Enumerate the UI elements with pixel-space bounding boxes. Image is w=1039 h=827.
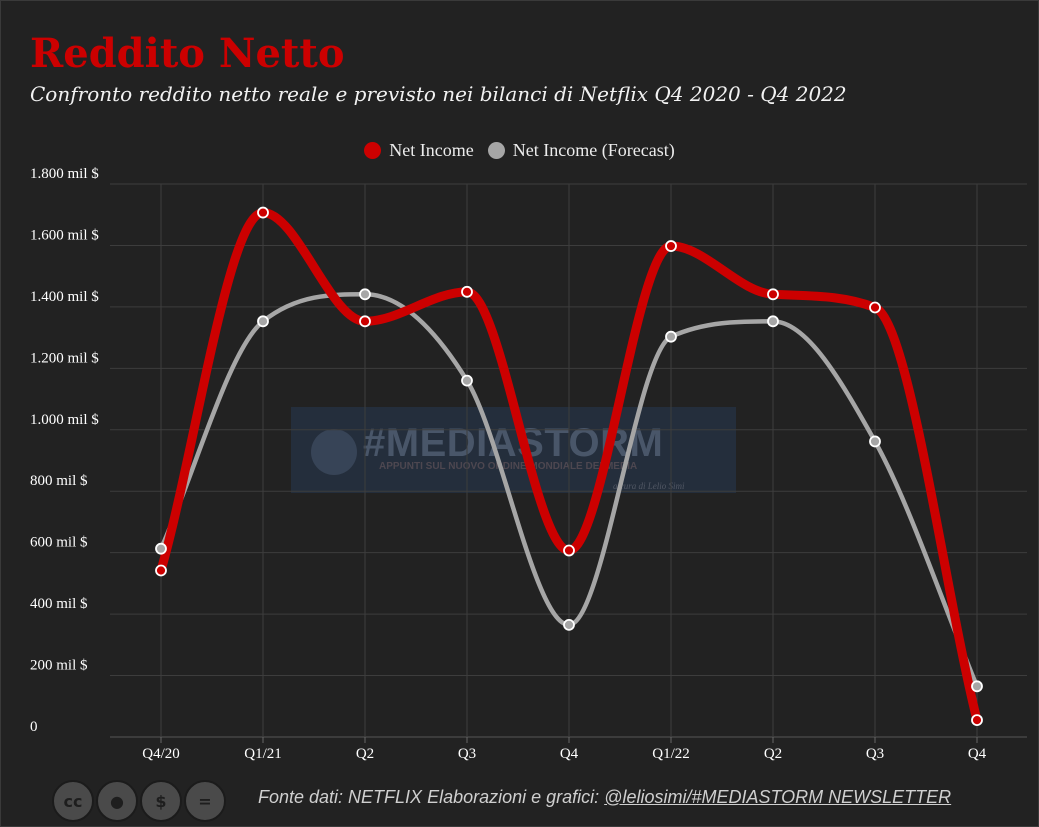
y-tick-label: 400 mil $ [30, 596, 88, 612]
nd-icon: = [184, 780, 226, 822]
net-income-point [563, 544, 575, 557]
net-income-point [869, 301, 881, 314]
y-tick-label: 200 mil $ [30, 658, 88, 674]
grid [110, 183, 1027, 743]
net-income-point [359, 315, 371, 328]
y-tick-label: 600 mil $ [30, 535, 88, 551]
x-tick-label: Q4 [560, 746, 579, 762]
data-points [155, 206, 983, 727]
forecast-point [869, 435, 881, 448]
watermark-subtitle: APPUNTI SUL NUOVO ORDINE MONDIALE DEI ME… [379, 461, 638, 472]
forecast-point [257, 315, 269, 328]
x-tick-label: Q1/22 [652, 746, 690, 762]
forecast-point [461, 374, 473, 387]
y-tick-label: 0 [30, 719, 38, 735]
x-axis-labels: Q4/20 Q1/21 Q2 Q3 Q4 Q1/22 Q2 Q3 Q4 [142, 746, 986, 762]
x-tick-label: Q2 [356, 746, 374, 762]
net-income-point [257, 206, 269, 219]
forecast-point [665, 330, 677, 343]
footer-credit-link[interactable]: @leliosimi/#MEDIASTORM NEWSLETTER [604, 787, 952, 807]
y-axis-labels: 0 200 mil $ 400 mil $ 600 mil $ 800 mil $ 1.0… [30, 166, 99, 735]
legend-label-net-income: Net Income [389, 140, 474, 160]
cc-license-badge[interactable]: cc ● $ = [52, 780, 226, 822]
legend-label-forecast: Net Income (Forecast) [512, 140, 675, 160]
x-tick-label: Q1/21 [244, 746, 282, 762]
y-tick-label: 1.800 mil $ [30, 166, 99, 182]
x-tick-label: Q2 [764, 746, 782, 762]
y-tick-label: 1.200 mil $ [30, 350, 99, 366]
net-income-point [155, 564, 167, 577]
legend: Net Income Net Income (Forecast) [0, 140, 1039, 161]
by-icon: ● [96, 780, 138, 822]
x-tick-label: Q3 [458, 746, 476, 762]
footer-source: Fonte dati: NETFLIX Elaborazioni e grafi… [258, 787, 951, 808]
net-income-point [461, 285, 473, 298]
nc-icon: $ [140, 780, 182, 822]
legend-item-net-income[interactable]: Net Income [364, 140, 474, 161]
chart-title: Reddito Netto [30, 30, 345, 77]
forecast-point [155, 542, 167, 555]
forecast-point [563, 618, 575, 631]
footer-source-text: Fonte dati: NETFLIX Elaborazioni e grafi… [258, 787, 605, 807]
x-tick-label: Q4/20 [142, 746, 180, 762]
mediastorm-logo-icon [311, 429, 357, 475]
net-income-point [767, 288, 779, 301]
cc-icon: cc [52, 780, 94, 822]
forecast-point [359, 288, 371, 301]
legend-marker-forecast [487, 142, 505, 159]
legend-marker-net-income [364, 142, 382, 159]
net-income-point [665, 240, 677, 252]
watermark-author: a cura di Lelio Simi [613, 481, 685, 491]
forecast-point [971, 680, 983, 693]
y-tick-label: 1.000 mil $ [30, 412, 99, 428]
net-income-point [971, 714, 983, 727]
y-tick-label: 800 mil $ [30, 473, 88, 489]
chart-subtitle: Confronto reddito netto reale e previsto… [30, 82, 847, 106]
x-tick-label: Q3 [866, 746, 884, 762]
y-tick-label: 1.600 mil $ [30, 227, 99, 243]
legend-item-forecast[interactable]: Net Income (Forecast) [487, 140, 675, 161]
forecast-point [767, 315, 779, 328]
x-tick-label: Q4 [968, 746, 987, 762]
y-tick-label: 1.400 mil $ [30, 289, 99, 305]
